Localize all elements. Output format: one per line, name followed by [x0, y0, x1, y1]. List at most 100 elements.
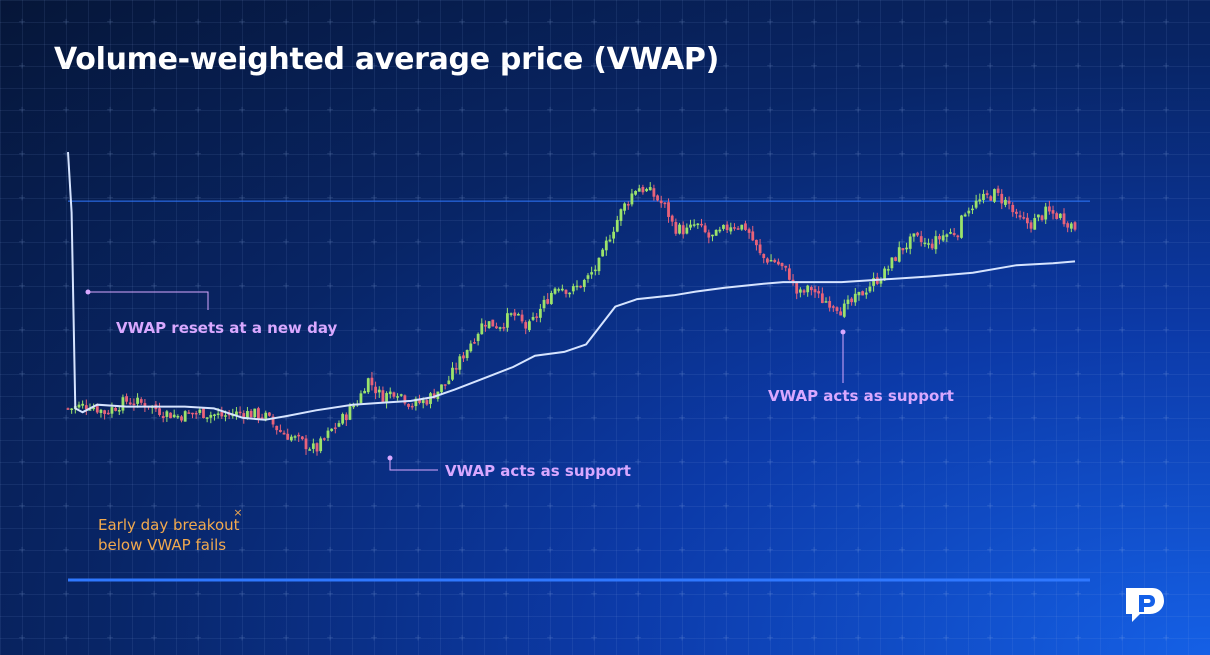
grid-cross: +: [370, 150, 378, 160]
candle-body: [560, 288, 564, 291]
grid-cross: +: [634, 326, 642, 336]
candle-body: [670, 215, 674, 222]
candle-body: [311, 443, 315, 449]
grid-cross: +: [986, 62, 994, 72]
candle-body: [143, 403, 147, 408]
candle-body: [407, 403, 410, 407]
candle-body: [678, 224, 681, 234]
grid-cross: +: [766, 106, 774, 116]
candle-body: [106, 412, 110, 415]
candle-body: [88, 409, 92, 411]
candle-body: [341, 414, 345, 424]
grid-cross: +: [282, 62, 290, 72]
candle-body: [597, 257, 601, 272]
grid-cross: +: [1162, 590, 1170, 600]
grid-cross: +: [458, 326, 466, 336]
candle-body: [985, 193, 989, 196]
candle-body: [117, 410, 121, 412]
grid-cross: +: [590, 634, 598, 644]
grid-cross: +: [898, 458, 906, 468]
grid-cross: +: [722, 502, 730, 512]
candle-body: [1073, 222, 1077, 230]
candle-body: [392, 392, 396, 397]
candle-body: [502, 327, 506, 329]
grid-cross: +: [898, 106, 906, 116]
grid-cross: +: [458, 62, 466, 72]
candle-body: [747, 229, 751, 233]
grid-cross: +: [502, 546, 510, 556]
candle-body: [798, 289, 802, 293]
candle-body: [967, 210, 971, 214]
candle-body: [773, 259, 777, 263]
candle-body: [81, 403, 85, 406]
grid-cross: +: [634, 238, 642, 248]
candle-body: [659, 200, 663, 204]
grid-cross: +: [942, 634, 950, 644]
grid-cross: +: [18, 502, 26, 512]
grid-cross: +: [238, 106, 246, 116]
grid-cross: +: [1118, 502, 1126, 512]
grid-cross: +: [458, 150, 466, 160]
candle-body: [857, 291, 861, 296]
grid-cross: +: [942, 106, 950, 116]
grid-cross: +: [898, 370, 906, 380]
candle-body: [191, 412, 194, 415]
candle-body: [974, 200, 978, 208]
candle-body: [608, 239, 612, 242]
grid-cross: +: [810, 150, 818, 160]
grid-cross: +: [1118, 62, 1126, 72]
grid-cross: +: [942, 282, 950, 292]
grid-cross: +: [634, 458, 642, 468]
grid-cross: +: [18, 590, 26, 600]
candle-body: [1051, 210, 1055, 214]
grid-cross: +: [1118, 414, 1126, 424]
grid-cross: +: [18, 238, 26, 248]
candle-body: [714, 229, 718, 236]
grid-cross: +: [1030, 502, 1038, 512]
grid-cross: +: [282, 18, 290, 28]
grid-cross: +: [634, 546, 642, 556]
candle-body: [993, 189, 996, 202]
candle-body: [685, 227, 689, 234]
grid-cross: +: [678, 106, 686, 116]
grid-cross: +: [370, 326, 378, 336]
candle-body: [1015, 211, 1018, 214]
grid-cross: +: [326, 18, 334, 28]
grid-cross: +: [1030, 414, 1038, 424]
candle-body: [264, 412, 268, 419]
grid-cross: +: [678, 590, 686, 600]
grid-cross: +: [106, 634, 114, 644]
candle-body: [330, 428, 334, 431]
grid-cross: +: [106, 458, 114, 468]
grid-cross: +: [1162, 150, 1170, 160]
candle-body: [711, 234, 714, 237]
candle-body: [1066, 223, 1070, 228]
candle-body: [326, 430, 330, 438]
grid-cross: +: [194, 634, 202, 644]
candle-body: [161, 416, 165, 419]
grid-cross: +: [986, 502, 994, 512]
grid-cross: +: [370, 414, 378, 424]
candle-body: [300, 436, 304, 440]
candle-body: [385, 393, 388, 403]
candle-body: [949, 232, 952, 234]
candle-body: [656, 195, 659, 201]
candle-body: [308, 449, 312, 451]
grid-cross: +: [766, 590, 774, 600]
candle-body: [791, 279, 795, 282]
grid-cross: +: [1162, 18, 1170, 28]
candle-body: [982, 193, 985, 200]
grid-cross: +: [150, 414, 158, 424]
candle-body: [571, 286, 575, 292]
grid-cross: +: [546, 502, 554, 512]
candle-body: [462, 355, 465, 359]
grid-cross: +: [678, 634, 686, 644]
candle-body: [941, 235, 945, 241]
candle-body: [1011, 204, 1015, 213]
candle-body: [524, 322, 528, 329]
grid-cross: +: [766, 502, 774, 512]
grid-cross: +: [810, 326, 818, 336]
grid-cross: +: [810, 18, 818, 28]
candle-body: [469, 343, 473, 352]
grid-cross: +: [1030, 634, 1038, 644]
